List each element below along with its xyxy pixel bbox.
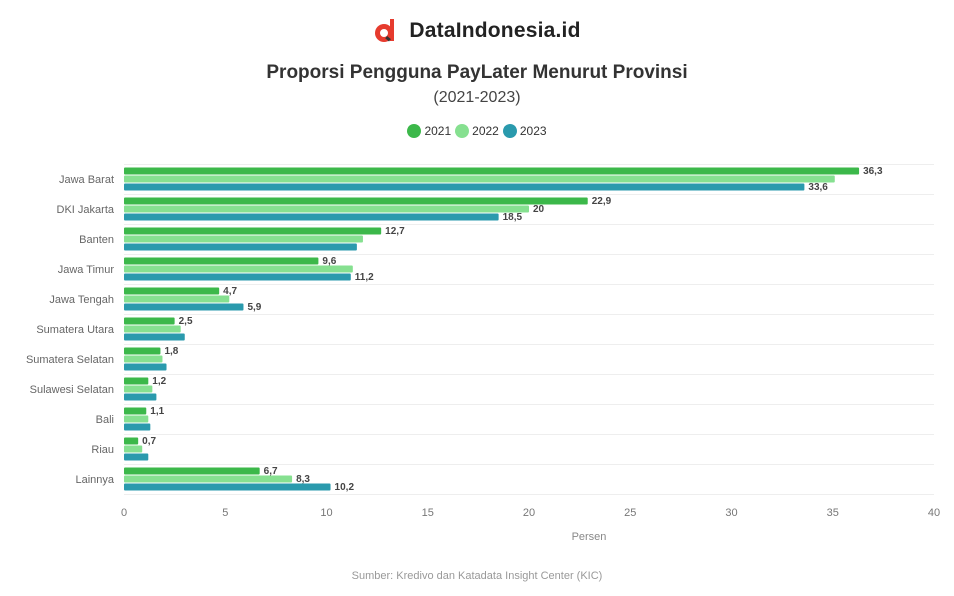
bar-2022 (124, 355, 163, 363)
bar-2022 (124, 235, 363, 243)
data-label: 20 (533, 204, 545, 215)
bar-2022 (124, 325, 181, 333)
bar-2023 (124, 243, 357, 251)
x-tick-label: 40 (928, 507, 940, 519)
legend-swatch (455, 124, 470, 138)
x-tick-label: 15 (422, 507, 434, 519)
category-label: Jawa Timur (58, 264, 115, 276)
bar-2023 (124, 453, 149, 461)
x-axis-title: Persen (572, 531, 607, 543)
legend-label: 2022 (472, 124, 499, 138)
bar-2023 (124, 273, 351, 281)
bar-2021 (124, 377, 149, 385)
bar-2022 (124, 265, 353, 273)
data-label: 1,2 (152, 376, 166, 387)
data-label: 9,6 (322, 256, 336, 267)
data-label: 1,1 (150, 406, 164, 417)
legend-label: 2021 (424, 124, 452, 138)
data-label: 22,9 (592, 196, 612, 207)
legend-item-2021[interactable]: 2021 (407, 124, 451, 138)
source-note: Sumber: Kredivo dan Katadata Insight Cen… (351, 570, 603, 582)
data-label: 4,7 (223, 286, 237, 297)
category-label: Bali (96, 414, 114, 426)
data-label: 36,3 (863, 166, 883, 177)
legend-swatch (502, 124, 517, 138)
data-label: 33,6 (808, 182, 828, 193)
category-label: Riau (91, 444, 114, 456)
bar-2022 (124, 175, 835, 183)
x-tick-label: 35 (827, 507, 839, 519)
bar-2021 (124, 227, 382, 235)
bar-2023 (124, 423, 151, 431)
bar-2022 (124, 475, 293, 483)
bar-2021 (124, 287, 220, 295)
brand-header: DataIndonesia.id (0, 18, 954, 44)
data-label: 10,2 (335, 482, 355, 493)
bar-2021 (124, 167, 860, 175)
data-label: 1,8 (164, 346, 178, 357)
data-label: 5,9 (247, 302, 261, 313)
bar-2021 (124, 347, 161, 355)
legend-swatch (407, 124, 422, 138)
bar-2023 (124, 393, 157, 401)
category-label: Jawa Barat (59, 174, 114, 186)
bar-2021 (124, 197, 588, 205)
bar-2021 (124, 407, 147, 415)
category-label: Lainnya (75, 474, 114, 486)
brand-name: DataIndonesia.id (409, 19, 581, 42)
data-label: 8,3 (296, 474, 310, 485)
bar-2023 (124, 483, 331, 491)
legend-item-2023[interactable]: 2023 (502, 124, 547, 138)
category-label: Sulawesi Selatan (30, 384, 114, 396)
data-label: 12,7 (385, 226, 405, 237)
x-tick-label: 5 (222, 507, 228, 519)
data-label: 0,7 (142, 436, 156, 447)
bar-2021 (124, 317, 175, 325)
data-label: 6,7 (264, 466, 278, 477)
bar-chart: 0 5 10 15 20 25 30 35 40 Persen Jawa Barat 36,3 33,6… (26, 164, 940, 543)
bar-2022 (124, 295, 230, 303)
bar-2023 (124, 303, 244, 311)
bar-2022 (124, 385, 153, 393)
legend-item-2022[interactable]: 2022 (455, 124, 499, 138)
category-label: Sumatera Utara (36, 324, 115, 336)
bar-2023 (124, 333, 185, 341)
category-label: DKI Jakarta (57, 204, 115, 216)
x-tick-label: 30 (725, 507, 737, 519)
x-tick-label: 0 (121, 507, 127, 519)
bar-2023 (124, 363, 167, 371)
data-label: 11,2 (355, 272, 374, 283)
dataindonesia-logo-icon (375, 19, 395, 42)
bar-2023 (124, 213, 499, 221)
bar-2022 (124, 445, 143, 453)
x-tick-label: 25 (624, 507, 636, 519)
category-label: Sumatera Selatan (26, 354, 114, 366)
chart-subtitle: (2021-2023) (433, 89, 521, 106)
bar-2021 (124, 467, 260, 475)
bar-2021 (124, 257, 319, 265)
legend-label: 2023 (519, 124, 547, 138)
chart-title: Proporsi Pengguna PayLater Menurut Provi… (266, 62, 688, 83)
x-tick-label: 20 (523, 507, 535, 519)
bar-2023 (124, 183, 805, 191)
bar-2022 (124, 415, 149, 423)
bar-2022 (124, 205, 529, 213)
data-label: 2,5 (179, 316, 193, 327)
category-label: Jawa Tengah (49, 294, 114, 306)
chart-legend: 2021 2022 2023 (0, 124, 954, 138)
data-label: 18,5 (503, 212, 523, 223)
category-label: Banten (79, 234, 114, 246)
bar-2021 (124, 437, 139, 445)
x-tick-label: 10 (320, 507, 332, 519)
